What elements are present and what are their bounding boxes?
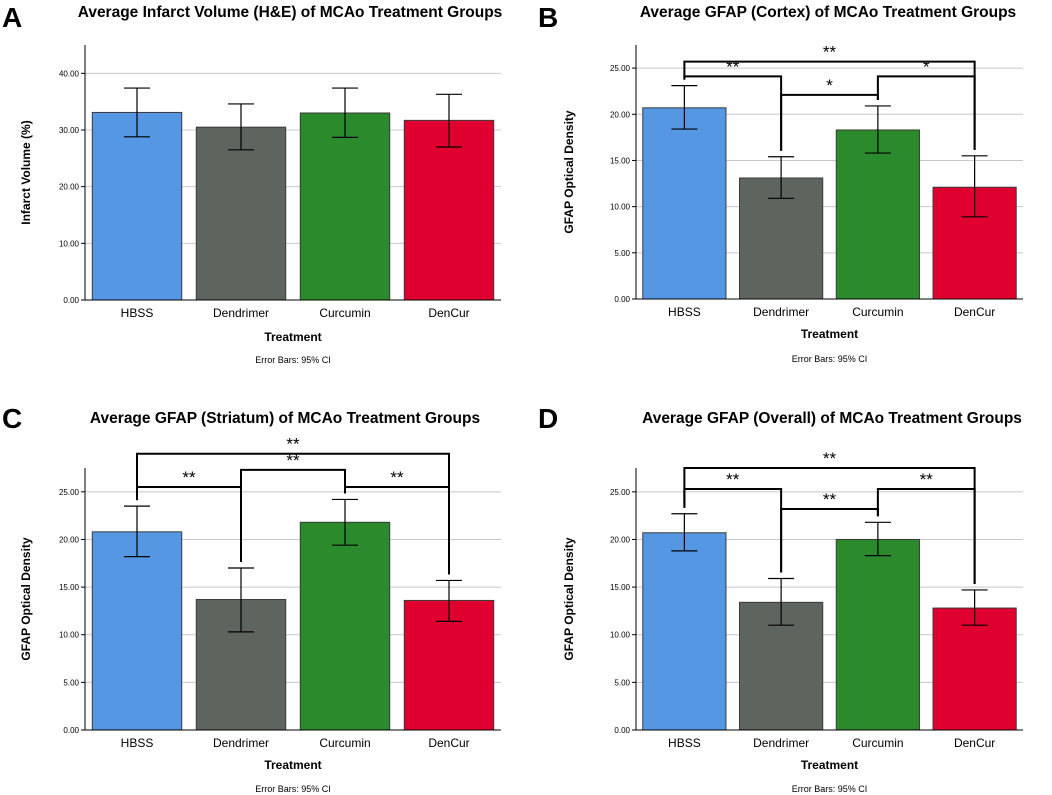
bar-hbss (642, 532, 727, 731)
y-axis-title: Infarct Volume (%) (19, 120, 33, 224)
y-tick-label: 20.00 (610, 110, 631, 119)
significance-label: ** (823, 490, 837, 509)
x-tick-label: Dendrimer (753, 305, 809, 319)
y-axis-title: GFAP Optical Density (19, 537, 33, 660)
x-tick-label: HBSS (121, 306, 154, 320)
x-axis-title: Treatment (801, 758, 858, 772)
panel-letter: B (538, 2, 558, 33)
error-bar-note: Error Bars: 95% CI (792, 354, 868, 364)
y-tick-label: 25.00 (59, 488, 80, 497)
x-tick-label: Curcumin (852, 736, 903, 750)
chart-panel-d: D Average GFAP (Overall) of MCAo Treatmen… (538, 403, 1023, 794)
y-tick-label: 15.00 (59, 583, 80, 592)
significance-label: ** (823, 43, 837, 62)
bar-dencur (932, 607, 1017, 731)
x-tick-label: Curcumin (319, 306, 370, 320)
significance-label: ** (726, 57, 740, 76)
panel-letter: C (2, 403, 22, 434)
bar-hbss (642, 107, 727, 300)
x-tick-label: Dendrimer (753, 736, 809, 750)
bar-dendrimer (195, 126, 287, 301)
bar-curcumin (835, 129, 920, 300)
y-tick-label: 10.00 (610, 631, 631, 640)
significance-label: ** (182, 468, 196, 487)
error-bar-note: Error Bars: 95% CI (792, 784, 868, 794)
y-tick-label: 0.00 (614, 295, 630, 304)
x-tick-label: DenCur (428, 736, 469, 750)
y-tick-label: 0.00 (63, 296, 79, 305)
bar-curcumin (299, 521, 391, 731)
significance-label: ** (286, 451, 300, 470)
bar-hbss (91, 531, 183, 731)
x-tick-label: Dendrimer (213, 736, 269, 750)
x-tick-label: DenCur (954, 736, 995, 750)
chart-panel-a: A Average Infarct Volume (H&E) of MCAo Tr… (2, 2, 502, 365)
significance-label: ** (726, 470, 740, 489)
panel-letter: D (538, 403, 558, 434)
y-tick-label: 20.00 (59, 183, 80, 192)
chart-title: Average GFAP (Striatum) of MCAo Treatmen… (90, 410, 480, 427)
y-axis-title: GFAP Optical Density (562, 110, 576, 233)
y-tick-label: 30.00 (59, 126, 80, 135)
significance-label: ** (920, 470, 934, 489)
x-tick-label: HBSS (668, 305, 701, 319)
y-tick-label: 20.00 (59, 535, 80, 544)
chart-panel-c: C Average GFAP (Striatum) of MCAo Treatme… (2, 403, 501, 794)
y-tick-label: 15.00 (610, 156, 631, 165)
significance-bracket (876, 75, 976, 150)
y-tick-label: 0.00 (614, 726, 630, 735)
panel-letter: A (2, 2, 22, 33)
y-tick-label: 15.00 (610, 583, 631, 592)
bar-curcumin (835, 538, 920, 731)
y-tick-label: 25.00 (610, 64, 631, 73)
chart-title: Average GFAP (Cortex) of MCAo Treatment … (640, 4, 1016, 21)
x-tick-label: HBSS (121, 736, 154, 750)
x-tick-label: DenCur (954, 305, 995, 319)
significance-bracket (780, 507, 879, 573)
y-tick-label: 5.00 (63, 678, 79, 687)
significance-bracket (876, 487, 976, 584)
x-axis-title: Treatment (264, 758, 321, 772)
y-tick-label: 25.00 (610, 488, 631, 497)
bar-curcumin (299, 112, 391, 301)
significance-label: ** (286, 435, 300, 454)
chart-title: Average Infarct Volume (H&E) of MCAo Tre… (78, 4, 503, 21)
y-axis-title: GFAP Optical Density (562, 537, 576, 660)
x-tick-label: Dendrimer (213, 306, 269, 320)
x-axis-title: Treatment (801, 327, 858, 341)
significance-bracket (344, 486, 450, 575)
x-tick-label: Curcumin (319, 736, 370, 750)
significance-label: ** (390, 468, 404, 487)
x-tick-label: Curcumin (852, 305, 903, 319)
y-tick-label: 10.00 (59, 631, 80, 640)
y-tick-label: 0.00 (63, 726, 79, 735)
x-tick-label: HBSS (668, 736, 701, 750)
significance-label: * (826, 76, 833, 95)
y-tick-label: 10.00 (59, 239, 80, 248)
y-tick-label: 40.00 (59, 69, 80, 78)
y-tick-label: 5.00 (614, 249, 630, 258)
significance-label: * (923, 57, 930, 76)
significance-bracket (136, 486, 242, 563)
y-tick-label: 10.00 (610, 203, 631, 212)
chart-title: Average GFAP (Overall) of MCAo Treatment… (642, 410, 1022, 427)
x-tick-label: DenCur (428, 306, 469, 320)
x-axis-title: Treatment (264, 330, 321, 344)
error-bar-note: Error Bars: 95% CI (255, 784, 331, 794)
bar-hbss (91, 111, 183, 301)
significance-bracket (780, 93, 879, 151)
chart-panel-b: B Average GFAP (Cortex) of MCAo Treatment… (538, 2, 1023, 364)
significance-label: ** (823, 449, 837, 468)
error-bar-note: Error Bars: 95% CI (255, 355, 331, 365)
y-tick-label: 5.00 (614, 678, 630, 687)
y-tick-label: 20.00 (610, 535, 631, 544)
